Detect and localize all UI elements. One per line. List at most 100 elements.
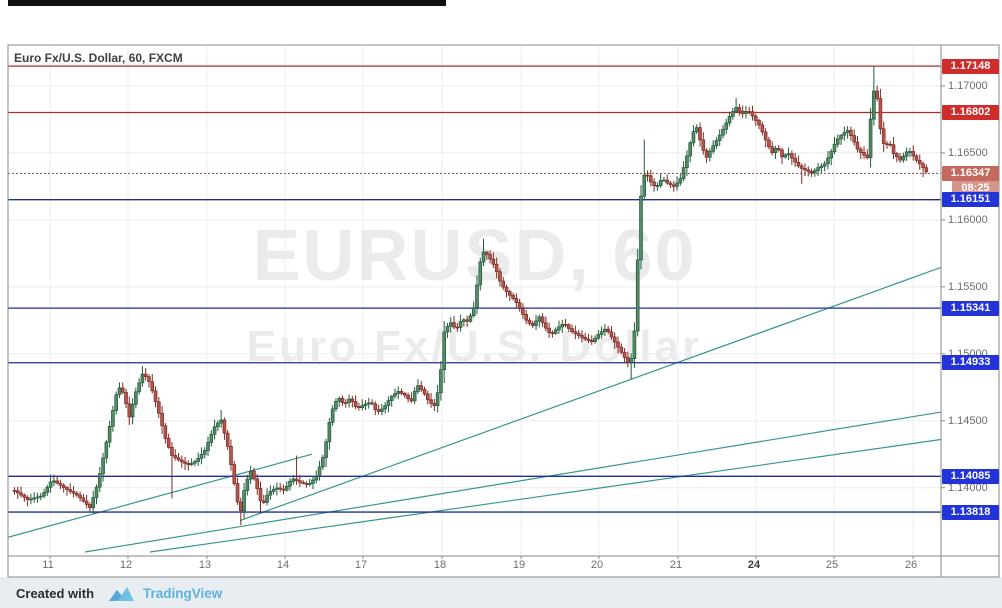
price-badge-1.16347: 1.16347 bbox=[942, 165, 999, 181]
candle-body bbox=[212, 426, 217, 435]
candle-body bbox=[455, 326, 460, 329]
candle-body bbox=[478, 261, 483, 286]
candle-body bbox=[662, 179, 666, 182]
candle-body bbox=[507, 291, 512, 296]
candle-body bbox=[107, 425, 112, 443]
price-badge-1.15341: 1.15341 bbox=[942, 300, 999, 316]
candles-layer bbox=[12, 65, 929, 526]
price-tick-label: 1.14000 bbox=[948, 481, 988, 494]
candle-body bbox=[717, 134, 722, 142]
candle-body bbox=[888, 143, 893, 146]
candle-body bbox=[491, 258, 496, 265]
candle-body bbox=[560, 323, 565, 328]
candle-body bbox=[196, 457, 200, 462]
candle-body bbox=[101, 457, 105, 475]
candle-body bbox=[179, 459, 184, 463]
tradingview-brand-link[interactable]: TradingView bbox=[143, 585, 223, 601]
candle-body bbox=[737, 107, 742, 112]
candle-body bbox=[84, 500, 89, 505]
candle-body bbox=[301, 481, 305, 484]
trendline-1[interactable] bbox=[239, 266, 941, 522]
page-footer-strip bbox=[0, 577, 1002, 608]
candle-body bbox=[147, 376, 151, 383]
tradingview-logo-icon[interactable] bbox=[108, 585, 135, 602]
candle-body bbox=[524, 313, 528, 321]
candle-body bbox=[324, 441, 328, 458]
candle-body bbox=[442, 331, 446, 371]
candle-body bbox=[120, 387, 125, 393]
candle-body bbox=[150, 381, 155, 392]
candle-body bbox=[130, 404, 135, 418]
price-badge-1.16802: 1.16802 bbox=[942, 104, 999, 120]
candle-body bbox=[140, 373, 145, 384]
candle-body bbox=[468, 315, 473, 322]
price-tick-label: 1.15500 bbox=[948, 280, 988, 293]
candle-body bbox=[685, 155, 689, 168]
candle-body bbox=[58, 482, 63, 486]
candle-body bbox=[94, 486, 99, 498]
time-tick-label: 24 bbox=[747, 559, 761, 571]
trendline-2[interactable] bbox=[8, 453, 313, 538]
trendline-4[interactable] bbox=[149, 438, 941, 553]
watermark-symbol: EURUSD, 60 bbox=[8, 215, 941, 297]
plot-area[interactable] bbox=[8, 45, 941, 556]
candle-body bbox=[271, 488, 276, 492]
candle-body bbox=[373, 403, 378, 411]
candle-body bbox=[895, 153, 899, 158]
candle-body bbox=[504, 286, 509, 292]
candle-body bbox=[852, 135, 856, 143]
candle-body bbox=[849, 130, 853, 136]
candle-body bbox=[665, 179, 670, 184]
candle-body bbox=[366, 402, 371, 405]
candle-body bbox=[157, 401, 161, 414]
candle-body bbox=[816, 167, 820, 171]
chart-title[interactable]: Euro Fx/U.S. Dollar, 60, FXCM bbox=[14, 51, 183, 65]
time-tick-label: 12 bbox=[119, 559, 133, 571]
candle-body bbox=[757, 120, 761, 126]
trendline-3[interactable] bbox=[84, 411, 941, 553]
candle-body bbox=[901, 155, 906, 161]
created-with-label: Created with bbox=[16, 585, 95, 601]
candle-body bbox=[216, 422, 220, 428]
candle-body bbox=[822, 163, 827, 167]
candle-body bbox=[704, 149, 709, 158]
candle-body bbox=[655, 185, 660, 187]
candle-body bbox=[835, 138, 840, 145]
candle-body bbox=[858, 148, 863, 153]
candle-body bbox=[22, 494, 27, 498]
candle-body bbox=[465, 319, 469, 322]
candle-body bbox=[898, 156, 902, 161]
candle-body bbox=[163, 425, 168, 439]
price-badge-1.14085: 1.14085 bbox=[942, 468, 999, 484]
candle-body bbox=[307, 482, 312, 485]
candle-body bbox=[45, 486, 50, 493]
candle-body bbox=[911, 151, 916, 157]
candle-body bbox=[514, 298, 519, 303]
price-tick-label: 1.17000 bbox=[948, 79, 988, 92]
candle-body bbox=[914, 155, 919, 161]
candle-body bbox=[314, 475, 319, 481]
candle-body bbox=[921, 163, 925, 169]
candle-body bbox=[458, 321, 463, 328]
candle-body bbox=[304, 483, 309, 485]
candle-body bbox=[908, 151, 912, 153]
candle-body bbox=[19, 492, 23, 496]
candle-body bbox=[773, 147, 778, 154]
candle-body bbox=[485, 251, 489, 255]
candle-body bbox=[363, 403, 368, 407]
time-tick-label: 25 bbox=[825, 559, 839, 571]
candle-body bbox=[544, 322, 548, 329]
candle-body bbox=[193, 461, 197, 464]
candle-body bbox=[619, 346, 624, 353]
candle-body bbox=[209, 433, 214, 443]
candle-body bbox=[550, 332, 555, 334]
candle-body bbox=[917, 159, 922, 165]
candle-body bbox=[786, 153, 791, 156]
candle-body bbox=[412, 391, 417, 402]
candle-body bbox=[753, 115, 758, 121]
candle-body bbox=[452, 322, 456, 328]
candle-body bbox=[691, 131, 696, 144]
window-top-black-bar bbox=[8, 0, 446, 6]
